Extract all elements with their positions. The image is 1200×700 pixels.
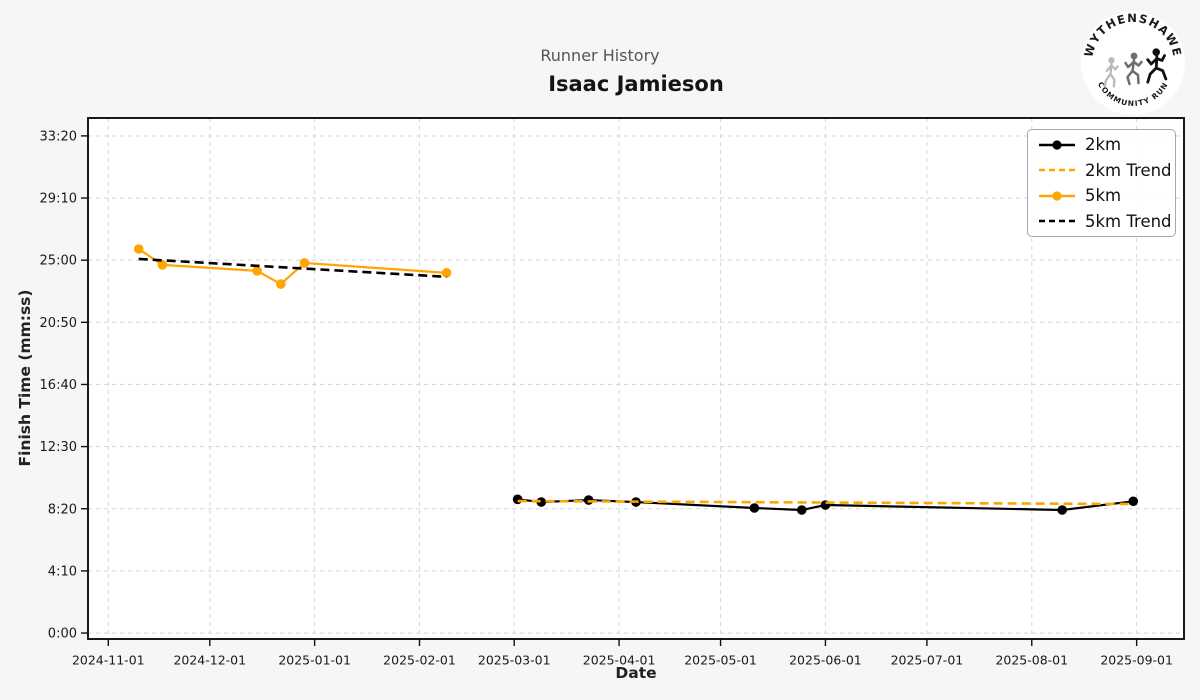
legend-item-5km: 5km <box>1028 183 1175 209</box>
x-axis-label: Date <box>615 664 657 682</box>
sprinter-icon <box>1146 48 1168 84</box>
legend-item-5km-trend: 5km Trend <box>1028 209 1175 235</box>
legend-sample-2km <box>1039 140 1075 150</box>
series-2km-marker <box>1057 505 1068 515</box>
legend-sample-5km-trend <box>1039 219 1075 223</box>
x-tick-label: 2025-06-01 <box>789 653 862 668</box>
series-5km-marker <box>252 266 262 276</box>
legend-sample-2km-trend <box>1039 168 1075 172</box>
legend-label: 5km Trend <box>1085 211 1172 231</box>
series-2km-marker <box>536 497 547 507</box>
x-tick-label: 2024-11-01 <box>72 653 145 668</box>
x-tick-label: 2025-07-01 <box>891 653 964 668</box>
y-tick-label: 25:00 <box>40 254 77 269</box>
axes-box <box>87 117 1185 640</box>
y-tick-label: 0:00 <box>48 627 77 642</box>
x-tick-label: 2025-01-01 <box>278 653 351 668</box>
y-tick-label: 29:10 <box>40 192 77 207</box>
jogger-icon <box>1124 52 1143 86</box>
legend-label: 2km Trend <box>1085 160 1172 180</box>
series-5km-marker <box>441 268 452 278</box>
x-tick-label: 2025-05-01 <box>684 653 757 668</box>
y-tick-label: 4:10 <box>48 564 77 579</box>
series-2km-marker <box>512 494 523 505</box>
series-5km-marker <box>133 244 144 254</box>
y-tick-label: 33:20 <box>40 129 77 144</box>
series-2km-marker <box>583 495 594 505</box>
legend-item-2km-trend: 2km Trend <box>1028 158 1175 184</box>
legend-item-2km: 2km <box>1028 132 1175 158</box>
club-logo: WYTHENSHAWE COMMUNITY RUN <box>1081 11 1185 115</box>
y-tick-label: 16:40 <box>40 378 77 393</box>
chart-subtitle: Runner History <box>540 46 660 65</box>
x-tick-label: 2025-02-01 <box>383 653 456 668</box>
series-5km-trend-line <box>138 257 447 279</box>
series-2km-marker <box>749 503 760 513</box>
x-tick-label: 2024-12-01 <box>173 653 246 668</box>
series-2km-marker <box>1128 496 1139 507</box>
legend-label: 5km <box>1085 186 1122 206</box>
series-5km-marker <box>157 260 168 270</box>
x-tick-label: 2025-09-01 <box>1100 653 1173 668</box>
series-5km-marker <box>276 279 286 289</box>
x-tick-label: 2025-08-01 <box>995 653 1068 668</box>
series-2km-marker <box>796 505 807 515</box>
walker-icon <box>1103 57 1119 88</box>
legend-label: 2km <box>1085 135 1122 155</box>
legend-sample-5km <box>1039 191 1075 201</box>
y-axis-label: Finish Time (mm:ss) <box>16 289 34 467</box>
legend: 2km 2km Trend 5km 5km Trend <box>1027 129 1176 237</box>
plot-area <box>88 118 1184 639</box>
legend-marker <box>1052 140 1062 150</box>
legend-marker <box>1052 191 1062 201</box>
x-tick-label: 2025-04-01 <box>583 653 656 668</box>
y-tick-label: 20:50 <box>40 316 77 331</box>
chart-title: Isaac Jamieson <box>548 72 724 96</box>
y-tick-label: 12:30 <box>40 440 77 455</box>
series-2km-trend-line <box>517 499 1134 506</box>
y-tick-label: 8:20 <box>48 502 77 517</box>
series-5km-marker <box>299 258 310 268</box>
x-tick-label: 2025-03-01 <box>478 653 551 668</box>
